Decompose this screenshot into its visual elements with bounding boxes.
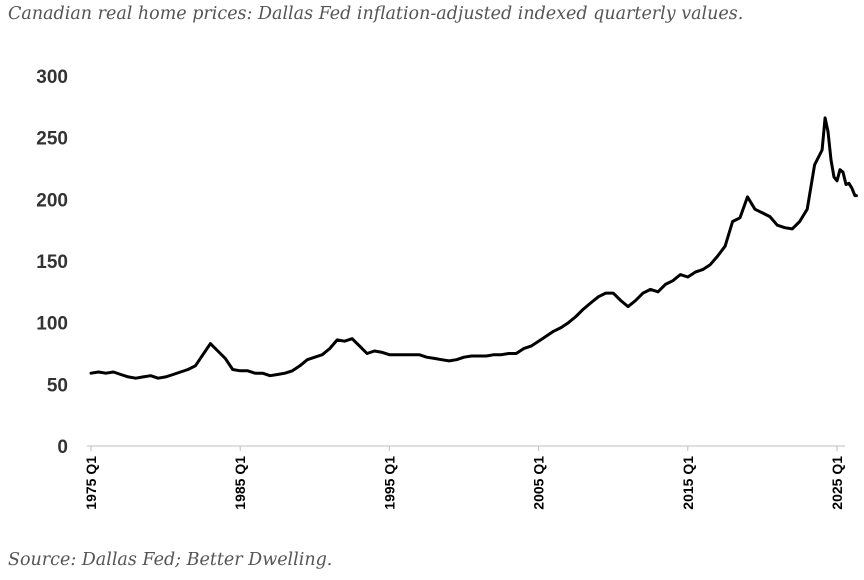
x-tick-label: 1985 Q1 — [232, 456, 248, 510]
x-tick-label: 1995 Q1 — [381, 456, 397, 510]
y-tick-label: 300 — [36, 67, 68, 88]
y-tick-label: 250 — [36, 129, 68, 150]
y-tick-label: 200 — [36, 190, 68, 211]
x-tick-label: 2025 Q1 — [829, 456, 845, 510]
series-line — [89, 116, 858, 380]
y-tick-label: 100 — [36, 314, 68, 335]
chart-title: Canadian real home prices: Dallas Fed in… — [8, 4, 744, 24]
source-note: Source: Dallas Fed; Better Dwelling. — [8, 550, 333, 570]
x-axis-tick-marks — [90, 446, 838, 451]
y-tick-label: 50 — [47, 375, 68, 396]
x-tick-label: 2015 Q1 — [680, 456, 696, 510]
y-tick-label: 150 — [36, 252, 68, 273]
y-tick-label: 0 — [57, 437, 68, 458]
y-axis-ticks: 0 50 100 150 200 250 300 — [36, 67, 68, 458]
x-tick-label: 1975 Q1 — [83, 456, 99, 510]
x-tick-label: 2005 Q1 — [531, 456, 547, 510]
x-axis-ticks: 1975 Q1 1985 Q1 1995 Q1 2005 Q1 2015 Q1 2025 … — [83, 456, 845, 510]
